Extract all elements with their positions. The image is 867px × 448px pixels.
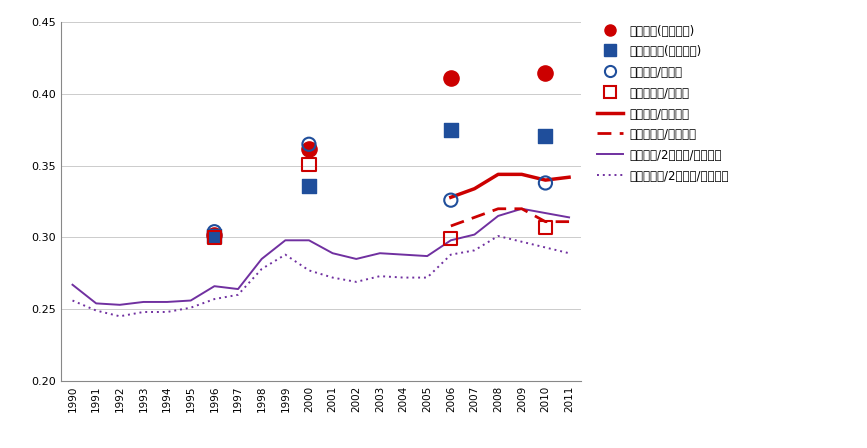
Point: [444, 126, 458, 134]
Point: [538, 132, 552, 139]
Point: [444, 75, 458, 82]
Point: [444, 197, 458, 204]
Point: [538, 224, 552, 231]
Point: [302, 161, 316, 168]
Point: [302, 141, 316, 148]
Legend: 시장소득(수정결과), 가처분소득(수정결과), 시장소득/비농가, 가처분소득/비농가, 시장소득/전체가구, 가처분소득/전체가구, 시장소득/2인이상/도: 시장소득(수정결과), 가처분소득(수정결과), 시장소득/비농가, 가처분소득…: [597, 25, 728, 183]
Point: [302, 182, 316, 190]
Point: [207, 234, 221, 241]
Point: [207, 233, 221, 240]
Point: [538, 179, 552, 186]
Point: [207, 228, 221, 235]
Point: [538, 69, 552, 76]
Point: [302, 145, 316, 152]
Point: [444, 235, 458, 242]
Point: [207, 231, 221, 238]
